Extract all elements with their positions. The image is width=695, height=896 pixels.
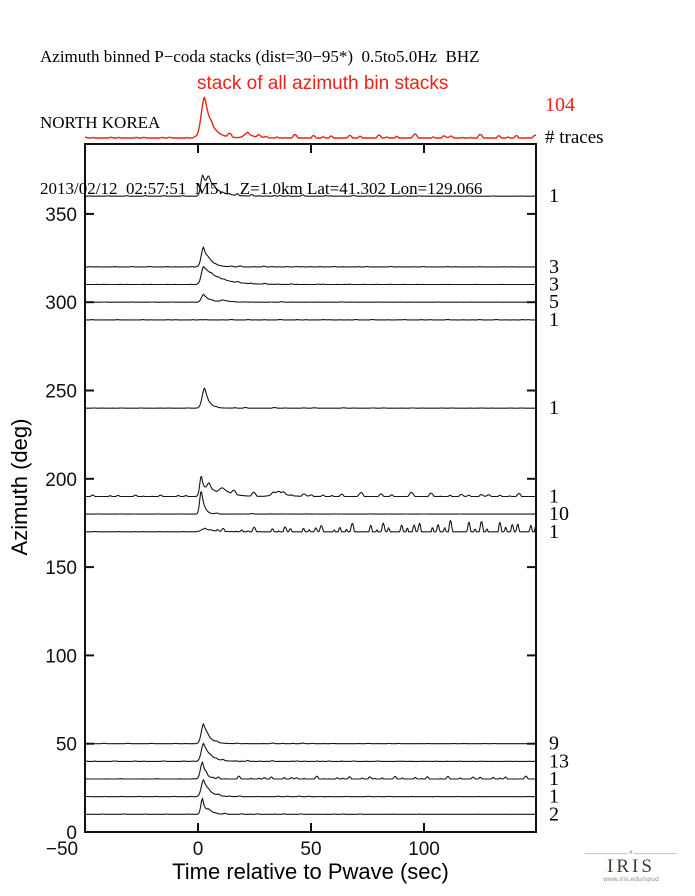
seismic-trace-az-300	[84, 293, 537, 303]
trace-count-label: 1	[549, 309, 559, 331]
y-axis-label: Azimuth (deg)	[7, 418, 32, 556]
trace-count-label: 3	[549, 274, 559, 296]
seismic-trace-az-360	[85, 174, 537, 197]
trace-count-label: 13	[549, 750, 569, 772]
seismic-trace-az-50	[85, 723, 537, 745]
trace-count-label: 1	[549, 485, 559, 507]
trace-count-label: 1	[549, 397, 559, 419]
seismic-trace-az-10	[85, 797, 537, 815]
y-tick-label: 200	[45, 470, 77, 491]
y-tick-label: 300	[45, 293, 77, 314]
seismic-trace-az-180	[85, 491, 537, 515]
seismic-trace-az-320	[85, 246, 537, 268]
stack-trace-count: 104	[545, 94, 575, 116]
trace-count-label: 3	[549, 256, 559, 278]
trace-count-label: 1	[549, 185, 559, 207]
seismic-trace-az-190	[85, 475, 537, 498]
iris-logo-text: IRIS	[607, 856, 655, 877]
stack-trace-label: stack of all azimuth bin stacks	[197, 73, 449, 94]
trace-count-label: 9	[549, 733, 559, 755]
trace-count-label: 2	[549, 803, 559, 825]
stack-trace	[85, 96, 537, 139]
y-tick-label: 100	[45, 646, 77, 667]
x-tick-label: −50	[46, 839, 78, 860]
trace-count-label: 1	[549, 768, 559, 790]
iris-logo-ornament: ✦	[585, 848, 678, 857]
x-tick-label: 50	[300, 839, 321, 860]
title-line-3: 2013/02/12 02:57:51 M5.1 Z=1.0km Lat=41.…	[40, 179, 483, 198]
seismic-trace-az-30	[84, 761, 537, 780]
y-tick-label: 0	[66, 823, 77, 844]
y-tick-label: 50	[56, 735, 77, 756]
iris-logo-url: www.iris.edu/spud	[603, 876, 659, 883]
title-line-2: NORTH KOREA	[40, 113, 161, 132]
star-icon: ✦	[627, 848, 635, 857]
x-tick-label: 100	[408, 839, 440, 860]
trace-count-column-header: # traces	[545, 127, 604, 148]
seismic-trace-az-170	[85, 520, 537, 533]
trace-count-label: 5	[549, 291, 559, 313]
trace-count-label: 10	[549, 503, 569, 525]
title-block: Azimuth binned P−coda stacks (dist=30−95…	[40, 2, 482, 244]
seismic-trace-az-310	[85, 266, 537, 286]
seismic-trace-az-20	[84, 779, 537, 798]
iris-logo: ✦ IRIS www.iris.edu/spud	[585, 848, 678, 883]
x-tick-label: 0	[193, 839, 204, 860]
seismic-trace-az-40	[85, 742, 537, 762]
y-tick-label: 150	[45, 558, 77, 579]
seismic-trace-az-240	[85, 387, 537, 409]
title-line-1: Azimuth binned P−coda stacks (dist=30−95…	[40, 47, 480, 66]
plot-frame	[84, 143, 537, 833]
y-tick-label: 350	[45, 205, 77, 226]
y-tick-label: 250	[45, 382, 77, 403]
trace-count-label: 1	[549, 786, 559, 808]
trace-count-label: 1	[549, 521, 559, 543]
x-axis-label: Time relative to Pwave (sec)	[172, 859, 449, 884]
